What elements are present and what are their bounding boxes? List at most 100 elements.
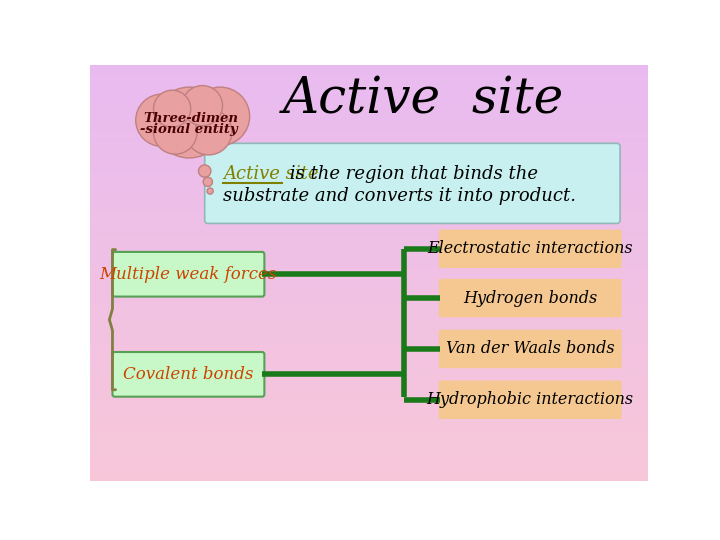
FancyBboxPatch shape xyxy=(204,143,620,224)
Text: Covalent bonds: Covalent bonds xyxy=(123,366,253,383)
Bar xyxy=(90,78,648,82)
Bar xyxy=(90,192,648,197)
Bar xyxy=(90,88,648,92)
Bar xyxy=(90,161,648,165)
Bar xyxy=(90,376,648,380)
Bar xyxy=(90,182,648,186)
Bar xyxy=(90,379,648,383)
Bar xyxy=(90,165,648,168)
Bar xyxy=(90,140,648,145)
Circle shape xyxy=(207,188,213,194)
Bar xyxy=(90,466,648,470)
Bar xyxy=(90,189,648,193)
Text: Multiple weak forces: Multiple weak forces xyxy=(100,266,277,283)
Bar xyxy=(90,279,648,283)
Bar xyxy=(90,75,648,79)
Bar xyxy=(90,320,648,325)
Bar xyxy=(90,258,648,262)
Text: is the region that binds the: is the region that binds the xyxy=(284,165,538,183)
Text: Active  site: Active site xyxy=(283,75,564,124)
Bar xyxy=(90,202,648,207)
Bar xyxy=(90,147,648,151)
Bar xyxy=(90,296,648,300)
Bar xyxy=(90,92,648,96)
Bar xyxy=(90,300,648,304)
Bar xyxy=(90,303,648,307)
Bar xyxy=(90,99,648,103)
Bar xyxy=(90,424,648,429)
Bar xyxy=(90,261,648,266)
FancyBboxPatch shape xyxy=(438,330,621,368)
FancyBboxPatch shape xyxy=(438,230,621,268)
Bar xyxy=(90,210,648,214)
Circle shape xyxy=(136,94,189,146)
Bar xyxy=(90,435,648,439)
Text: Three-dimen: Three-dimen xyxy=(143,112,238,125)
Bar xyxy=(90,397,648,401)
Bar xyxy=(90,171,648,176)
Bar xyxy=(90,220,648,224)
Bar xyxy=(90,366,648,370)
Bar xyxy=(90,68,648,72)
Bar xyxy=(90,355,648,359)
Bar xyxy=(90,314,648,318)
Bar xyxy=(90,251,648,255)
Bar xyxy=(90,272,648,276)
Bar xyxy=(90,109,648,113)
Bar xyxy=(90,473,648,477)
Bar xyxy=(90,106,648,110)
Bar xyxy=(90,428,648,432)
Bar xyxy=(90,334,648,339)
Bar xyxy=(90,254,648,259)
Bar xyxy=(90,289,648,294)
Bar xyxy=(90,386,648,390)
FancyBboxPatch shape xyxy=(112,252,264,296)
Bar xyxy=(90,352,648,356)
Bar xyxy=(90,393,648,397)
Bar xyxy=(90,390,648,394)
Bar xyxy=(90,119,648,124)
FancyBboxPatch shape xyxy=(112,352,264,397)
Bar xyxy=(90,126,648,131)
Bar xyxy=(90,175,648,179)
Circle shape xyxy=(153,90,191,127)
Bar xyxy=(90,403,648,408)
Bar xyxy=(90,244,648,248)
Bar xyxy=(90,178,648,183)
Bar xyxy=(90,185,648,190)
Bar xyxy=(90,410,648,415)
Bar xyxy=(90,95,648,99)
Bar xyxy=(90,459,648,463)
Bar xyxy=(90,82,648,85)
Bar xyxy=(90,217,648,221)
Bar xyxy=(90,231,648,234)
Bar xyxy=(90,213,648,217)
Bar xyxy=(90,456,648,460)
Bar xyxy=(90,414,648,418)
Bar xyxy=(90,362,648,366)
Bar xyxy=(90,133,648,138)
Bar xyxy=(90,102,648,106)
Bar xyxy=(90,85,648,89)
Bar xyxy=(90,373,648,377)
Bar xyxy=(90,265,648,269)
Bar xyxy=(90,369,648,373)
Bar xyxy=(90,282,648,287)
Bar xyxy=(90,452,648,456)
Circle shape xyxy=(153,111,197,154)
Bar xyxy=(90,268,648,273)
FancyBboxPatch shape xyxy=(438,381,621,419)
Bar xyxy=(90,438,648,442)
Text: -sional entity: -sional entity xyxy=(140,123,238,136)
Bar xyxy=(90,158,648,162)
Bar xyxy=(90,348,648,353)
Bar xyxy=(90,327,648,332)
Bar xyxy=(90,151,648,155)
Bar xyxy=(90,195,648,200)
Text: Van der Waals bonds: Van der Waals bonds xyxy=(446,340,614,357)
Bar xyxy=(90,206,648,211)
Circle shape xyxy=(185,109,232,155)
Bar xyxy=(90,137,648,141)
Bar xyxy=(90,445,648,449)
Text: Hydrogen bonds: Hydrogen bonds xyxy=(463,289,598,307)
